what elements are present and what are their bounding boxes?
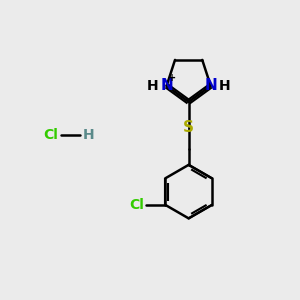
Text: N: N (204, 78, 217, 93)
Text: N: N (160, 78, 173, 93)
Text: S: S (183, 120, 194, 135)
Text: H: H (219, 79, 231, 93)
Text: H: H (146, 79, 158, 93)
Text: Cl: Cl (44, 128, 59, 142)
Text: +: + (169, 74, 177, 83)
Text: Cl: Cl (129, 198, 144, 212)
Text: H: H (83, 128, 95, 142)
